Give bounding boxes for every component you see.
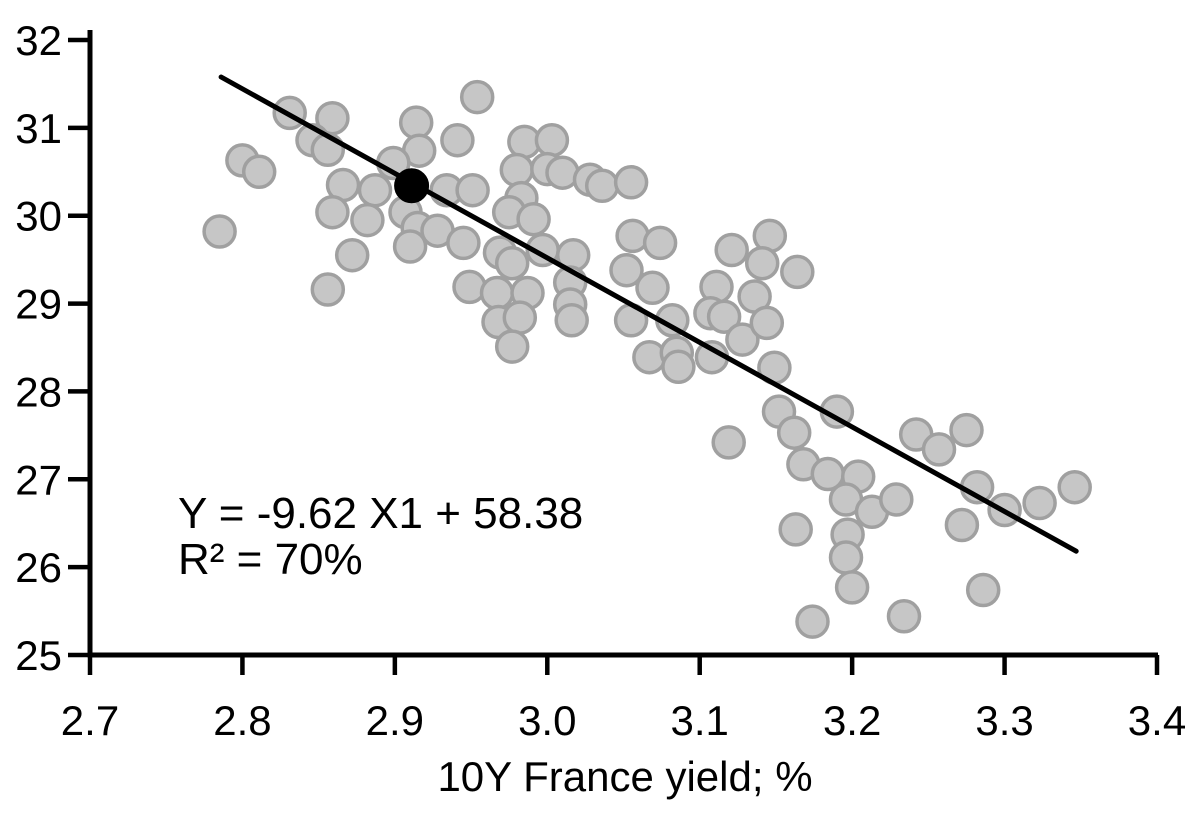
data-point <box>494 245 530 281</box>
x-axis-title: 10Y France yield; % <box>437 753 812 800</box>
data-point <box>534 122 570 158</box>
data-point <box>554 303 589 338</box>
data-point <box>315 194 350 230</box>
data-point <box>795 604 830 639</box>
r-squared-label: R² = 70% <box>178 535 363 584</box>
x-tick-label: 2.9 <box>366 697 424 744</box>
x-tick-label: 3.3 <box>975 697 1033 744</box>
y-tick-label: 26 <box>15 544 62 591</box>
data-point <box>706 299 742 334</box>
x-tick-label: 3.2 <box>823 697 881 744</box>
data-point <box>661 349 696 385</box>
data-point <box>584 168 620 204</box>
regression-equation-label: Y = -9.62 X1 + 58.38 <box>178 489 583 538</box>
tick-labels-layer: 25 26 27 28 29 30 31 32 2.7 2.8 2.9 3.0 3.1 3.2 3.3 3.4 <box>15 17 1186 744</box>
data-point <box>452 269 487 305</box>
data-point <box>725 322 760 357</box>
data-point <box>502 300 538 335</box>
data-point <box>350 202 385 238</box>
data-point <box>879 482 914 517</box>
x-tick-label: 3.0 <box>518 697 576 744</box>
y-tick-label: 29 <box>15 281 62 328</box>
y-tick-label: 30 <box>15 193 62 240</box>
y-tick-label: 25 <box>15 632 62 679</box>
axes-layer <box>68 30 1160 675</box>
scatter-points-layer <box>202 79 1092 639</box>
trend-line-layer <box>218 74 1079 554</box>
data-point <box>516 201 551 237</box>
data-point <box>494 329 530 364</box>
data-point <box>714 232 749 268</box>
y-tick-label: 32 <box>15 17 62 64</box>
data-point <box>334 237 370 273</box>
data-point <box>1022 485 1057 521</box>
data-point <box>642 225 678 261</box>
data-point <box>828 540 864 575</box>
data-point <box>398 105 434 140</box>
x-tick-label: 2.7 <box>61 697 119 744</box>
data-point <box>310 272 346 307</box>
data-point <box>613 165 649 200</box>
data-point <box>459 79 495 115</box>
data-point <box>357 172 393 208</box>
data-point <box>455 172 490 208</box>
data-point <box>965 572 1001 608</box>
y-tick-label: 31 <box>15 105 62 152</box>
data-point <box>744 245 780 281</box>
data-point <box>392 229 428 264</box>
data-point <box>776 415 812 450</box>
data-point <box>446 225 481 261</box>
data-point <box>949 412 984 448</box>
y-tick-label: 28 <box>15 368 62 415</box>
y-tick-label: 27 <box>15 456 62 503</box>
x-tick-label: 3.1 <box>671 697 729 744</box>
highlight-point-layer <box>394 168 430 204</box>
data-point <box>749 305 785 341</box>
data-point <box>499 152 535 188</box>
x-tick-label: 2.8 <box>213 697 271 744</box>
trend-line <box>218 74 1079 554</box>
data-point <box>635 270 670 306</box>
highlight-point <box>394 168 430 204</box>
data-point <box>921 432 957 467</box>
data-point <box>944 507 980 543</box>
data-point <box>886 599 922 634</box>
data-point <box>241 154 277 190</box>
data-point <box>778 512 813 547</box>
data-point <box>834 570 870 605</box>
data-point <box>711 425 746 460</box>
x-tick-label: 3.4 <box>1128 697 1186 744</box>
data-point <box>202 214 237 249</box>
data-point <box>479 275 515 311</box>
data-point <box>440 122 475 158</box>
data-point <box>609 252 644 288</box>
data-point <box>1057 469 1092 505</box>
data-point <box>780 254 815 290</box>
